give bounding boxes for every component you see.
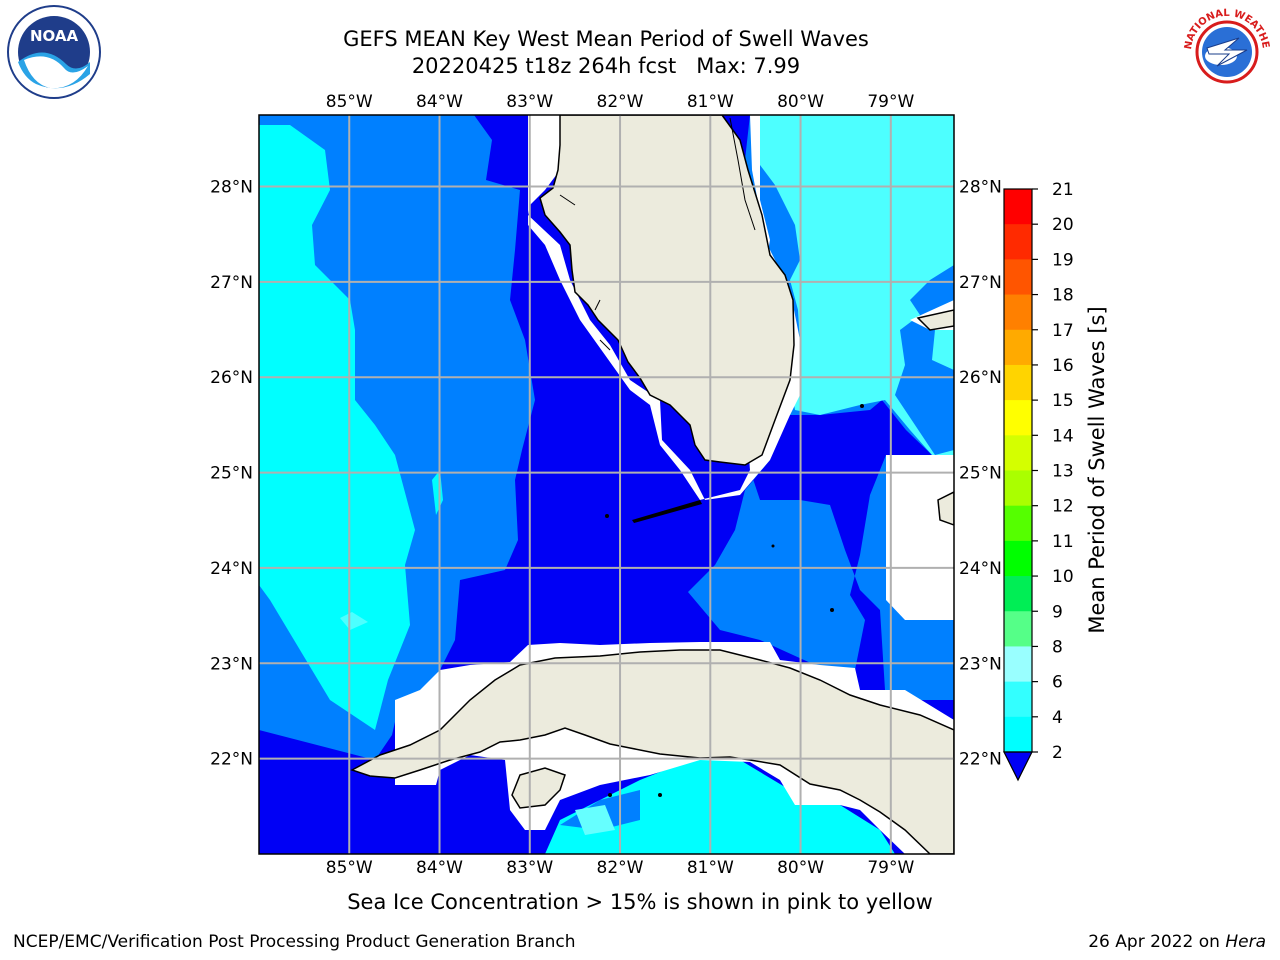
colorbar-segment [1004,716,1032,753]
colorbar-segment [1004,576,1032,612]
lat-label-right: 27°N [959,273,1002,293]
colorbar-segment [1004,540,1032,577]
lon-label-top: 83°W [506,92,553,112]
colorbar-tick-label: 21 [1052,180,1074,200]
lon-label-bottom: 82°W [597,858,644,878]
lat-label-right: 28°N [959,178,1002,198]
lat-label-right: 23°N [959,654,1002,674]
band-8-9-south [575,805,615,835]
colorbar-segment [1004,681,1032,718]
colorbar-segment [1004,294,1032,331]
colorbar-tick-label: 9 [1052,602,1063,622]
colorbar-segment [1004,189,1032,225]
lon-label-top: 85°W [326,92,373,112]
land-isla-juventud [511,767,566,809]
lat-label-right: 22°N [959,750,1002,770]
lat-label-right: 24°N [959,559,1002,579]
lon-label-top: 84°W [416,92,463,112]
title-line-2: 20220425 t18z 264h fcst Max: 7.99 [411,54,801,78]
footer-date: 26 Apr 2022 on Hera [1088,932,1266,952]
map-fill-layer [259,115,954,854]
lon-label-bottom: 81°W [687,858,734,878]
lat-label-left: 23°N [210,654,253,674]
colorbar-segment [1004,364,1032,401]
keys-islands [605,404,864,797]
map-tick-labels: 85°W 85°W 84°W 84°W 83°W 83°W 82°W 82°W 81°W 81°W… [210,92,1002,878]
colorbar-tick-label: 11 [1052,532,1074,552]
colorbar-tick-label: 8 [1052,637,1063,657]
colorbar-label: Mean Period of Swell Waves [s] [1085,306,1109,634]
band-6-8-west [259,125,415,730]
lon-label-top: 80°W [777,92,824,112]
colorbar-tick-label: 10 [1052,567,1074,587]
band-6-8-south [545,760,895,854]
colorbar-segment [1004,224,1032,260]
noaa-logo-icon: NOAA [7,5,101,99]
footer-host: Hera [1225,932,1266,952]
colorbar-segment [1004,329,1032,366]
colorbar-tick-label: 4 [1052,708,1063,728]
lat-label-left: 25°N [210,464,253,484]
title-line-1: GEFS MEAN Key West Mean Period of Swell … [343,27,869,51]
land-bahamas-north [916,309,954,331]
map-frame [258,114,955,855]
footer-date-text: 26 Apr 2022 on [1088,932,1226,952]
nodata-florida [528,115,800,500]
land-cuba [350,649,954,854]
colorbar-tick-label: 20 [1052,215,1074,235]
colorbar-tick-label: 19 [1052,250,1074,270]
colorbar-tick-label: 13 [1052,462,1074,482]
lat-label-left: 24°N [210,559,253,579]
lat-label-left: 27°N [210,273,253,293]
lon-label-bottom: 84°W [416,858,463,878]
colorbar-tick-label: 16 [1052,356,1074,376]
colorbar-tick-label: 2 [1052,743,1063,763]
lat-label-left: 26°N [210,368,253,388]
lat-label-left: 22°N [210,750,253,770]
colorbar-segment [1004,646,1032,683]
colorbar-tick-label: 14 [1052,426,1074,446]
nws-logo-icon: NATIONAL WEATHER SERVICE [1177,4,1273,98]
colorbar-segment [1004,611,1032,647]
lat-label-left: 28°N [210,178,253,198]
colorbar-tick-label: 18 [1052,286,1074,306]
colorbar-segment [1004,435,1032,471]
lat-label-right: 25°N [959,464,1002,484]
lon-label-bottom: 80°W [777,858,824,878]
lat-label-right: 26°N [959,368,1002,388]
florida-coast-detail [559,117,756,351]
nodata-bahamas [886,455,954,620]
colorbar-segment [1004,505,1032,542]
footer-credit: NCEP/EMC/Verification Post Processing Pr… [13,932,576,952]
colorbar-extend-arrow [1003,751,1033,782]
colorbar-tick-label: 17 [1052,321,1074,341]
colorbar-tick-label: 12 [1052,497,1074,517]
lon-label-top: 82°W [597,92,644,112]
colorbar-segment [1004,470,1032,507]
colorbar-segment [1004,400,1032,436]
land-andros [937,491,954,526]
map-graticule [259,115,954,854]
lon-label-bottom: 83°W [506,858,553,878]
colorbar-tick-label: 15 [1052,391,1074,411]
colorbar-segment [1004,259,1032,296]
lon-label-bottom: 79°W [867,858,914,878]
colorbar: 21 20 19 18 17 16 15 14 13 12 11 10 9 8 6 4 2 [1003,180,1074,782]
band-4-6-atlantic-inner [895,290,954,455]
sea-ice-note: Sea Ice Concentration > 15% is shown in … [347,890,933,914]
noaa-logo-text: NOAA [30,27,79,45]
lon-label-top: 81°W [687,92,734,112]
band-6-8-west-spot2 [340,612,368,630]
lon-label-top: 79°W [867,92,914,112]
colorbar-tick-label: 6 [1052,673,1063,693]
lon-label-bottom: 85°W [326,858,373,878]
